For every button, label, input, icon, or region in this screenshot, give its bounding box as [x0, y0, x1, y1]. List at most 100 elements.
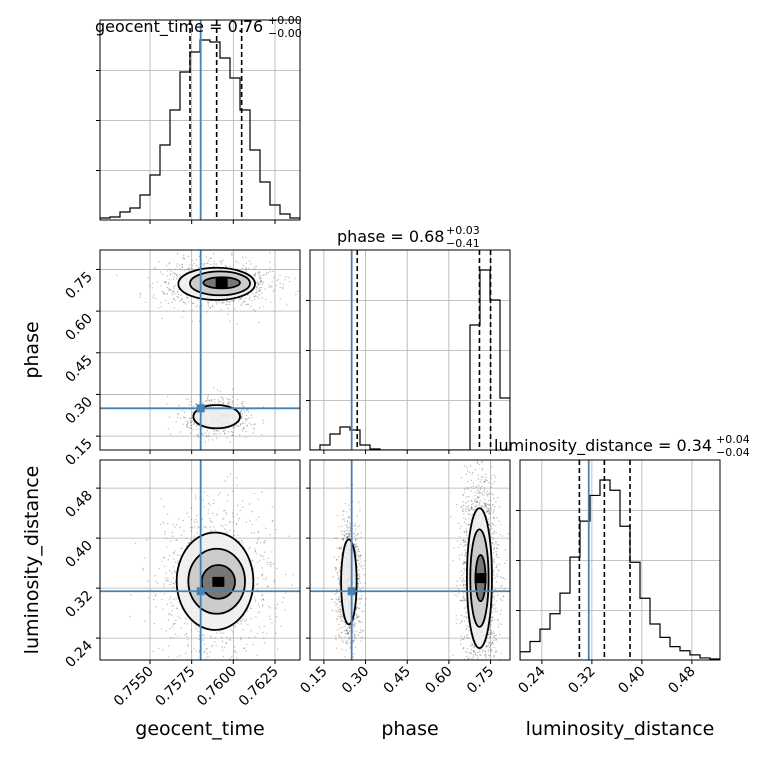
sample-point — [202, 526, 205, 528]
sample-point — [241, 405, 244, 407]
sample-point — [234, 626, 236, 628]
sample-point — [205, 526, 207, 529]
sample-point — [189, 420, 192, 422]
sample-point — [261, 573, 264, 575]
sample-point — [190, 507, 192, 509]
sample-point — [166, 293, 168, 295]
sample-point — [231, 403, 233, 406]
sample-point — [471, 508, 474, 510]
sample-point — [272, 270, 274, 273]
sample-point — [360, 582, 362, 584]
sample-point — [494, 588, 497, 590]
sample-point — [463, 568, 465, 570]
tick-label-y: 0.75 — [62, 269, 95, 302]
sample-point — [338, 633, 340, 636]
sample-point — [470, 506, 472, 509]
sample-point — [487, 493, 490, 495]
sample-point — [462, 494, 464, 496]
sample-point — [362, 567, 364, 570]
sample-point — [490, 499, 492, 501]
sample-point — [229, 657, 231, 660]
sample-point — [256, 541, 259, 544]
sample-point — [467, 523, 470, 526]
sample-point — [491, 612, 493, 615]
sample-point — [180, 294, 182, 297]
sample-point — [473, 650, 475, 653]
sample-point — [169, 628, 171, 630]
sample-point — [231, 252, 233, 255]
sample-point — [167, 559, 169, 561]
sample-point — [187, 421, 189, 423]
sample-point — [209, 307, 212, 309]
sample-point — [493, 517, 495, 520]
sample-point — [461, 581, 464, 583]
sample-point — [263, 642, 266, 644]
sample-point — [346, 511, 348, 513]
sample-point — [340, 637, 343, 639]
sample-point — [355, 546, 357, 548]
sample-point — [491, 504, 494, 506]
sample-point — [461, 579, 463, 581]
sample-point — [467, 513, 469, 515]
truth-marker — [196, 587, 205, 596]
sample-point — [279, 298, 281, 300]
sample-point — [277, 278, 279, 280]
sample-point — [462, 563, 464, 565]
sample-point — [203, 651, 205, 654]
sample-point — [185, 398, 187, 400]
sample-point — [175, 619, 177, 622]
sample-point — [492, 604, 495, 607]
sample-point — [182, 301, 185, 304]
sample-point — [463, 579, 465, 582]
sample-point — [204, 526, 206, 528]
sample-point — [361, 586, 364, 589]
sample-point — [201, 403, 204, 405]
sample-point — [256, 632, 259, 635]
sample-point — [498, 506, 501, 508]
sample-point — [134, 542, 137, 545]
sample-point — [480, 504, 482, 507]
sample-point — [240, 410, 242, 412]
sample-point — [460, 476, 463, 479]
sample-point — [259, 274, 261, 277]
sample-point — [493, 516, 495, 518]
sample-point — [340, 631, 343, 633]
tick-label-y: 0.30 — [62, 394, 95, 427]
sample-point — [230, 430, 233, 433]
sample-point — [490, 650, 493, 652]
density-peak — [212, 576, 225, 587]
sample-point — [178, 288, 180, 291]
sample-point — [187, 296, 189, 299]
sample-point — [196, 428, 198, 431]
sample-point — [250, 306, 252, 308]
sample-point — [236, 513, 238, 516]
sample-point — [501, 599, 503, 602]
sample-point — [346, 633, 349, 635]
sample-point — [467, 637, 470, 639]
sample-point — [186, 420, 188, 423]
sample-point — [361, 629, 364, 632]
sample-point — [481, 469, 484, 471]
sample-point — [210, 645, 213, 648]
sample-point — [364, 604, 367, 606]
sample-point — [358, 573, 360, 575]
sample-point — [197, 436, 199, 438]
sample-point — [263, 558, 265, 561]
sample-point — [259, 271, 261, 273]
sample-point — [478, 504, 480, 506]
sample-point — [468, 626, 470, 628]
sample-point — [229, 521, 231, 523]
sample-point — [473, 645, 476, 648]
sample-point — [471, 473, 473, 476]
sample-point — [216, 514, 218, 517]
sample-point — [488, 507, 491, 510]
sample-point — [183, 622, 186, 624]
sample-point — [499, 598, 502, 600]
sample-point — [193, 262, 195, 265]
sample-point — [193, 521, 196, 523]
sample-point — [164, 577, 166, 579]
sample-point — [269, 618, 271, 620]
sample-point — [165, 572, 167, 574]
sample-point — [240, 619, 242, 621]
sample-point — [180, 298, 183, 301]
